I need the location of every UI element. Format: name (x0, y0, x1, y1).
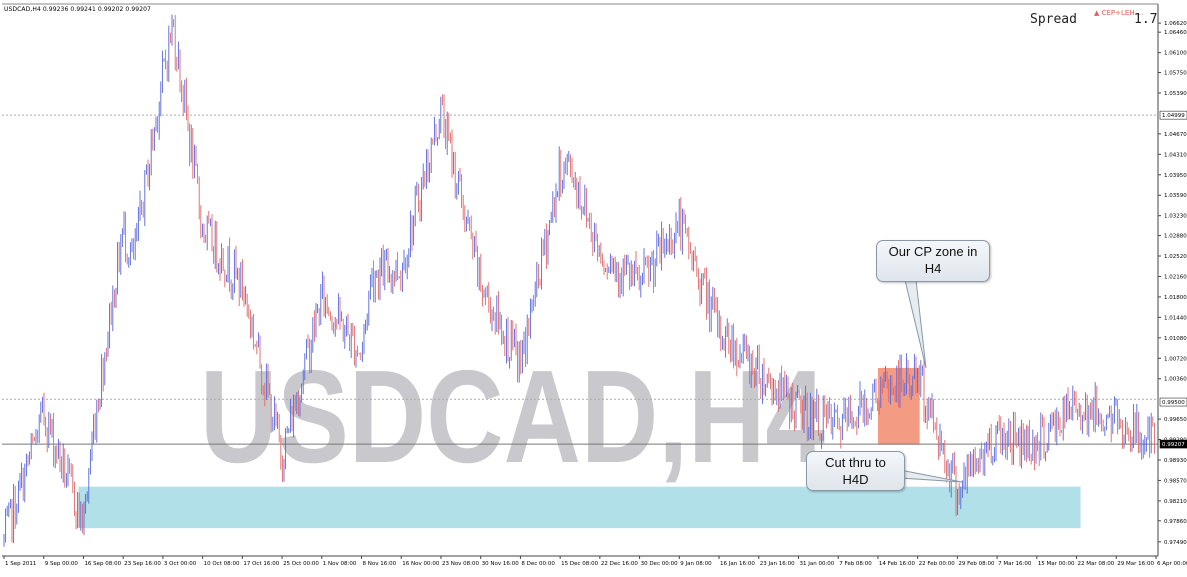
price-tick-label: 1.03230 (1164, 214, 1187, 220)
spread-indicator-tag: ▲ CEP+LEH.... (1094, 9, 1144, 17)
symbol-watermark: USDCAD,H4 (200, 343, 825, 490)
time-tick-label: 23 Nov 08:00 (442, 561, 480, 567)
time-tick-label: 23 Sep 16:00 (124, 561, 161, 567)
price-tick-label: 1.00720 (1164, 356, 1187, 362)
price-tick-label: 1.00360 (1164, 377, 1187, 383)
price-tick-label: 1.03950 (1164, 173, 1187, 179)
time-tick-label: 14 Feb 16:00 (879, 561, 916, 567)
price-label-box (1159, 397, 1187, 407)
time-tick-label: 31 Jan 00:00 (799, 561, 834, 567)
time-tick-label: 7 Mar 16:00 (998, 561, 1032, 567)
time-tick-label: 10 Oct 08:00 (204, 561, 240, 567)
price-tick-label: 0.98210 (1164, 499, 1187, 505)
price-label-box (1159, 110, 1187, 120)
time-tick-label: 9 Jan 08:00 (680, 561, 712, 567)
time-tick-label: 9 Sep 00:00 (45, 561, 79, 567)
time-tick-label: 23 Jan 16:00 (760, 561, 795, 567)
price-tick-label: 1.05750 (1164, 71, 1187, 77)
time-tick-label: 3 Oct 00:00 (164, 561, 197, 567)
price-tick-label: 1.01080 (1164, 336, 1187, 342)
callout-cut-thru: Cut thru to H4D (806, 451, 905, 491)
time-tick-label: 25 Oct 00:00 (283, 561, 319, 567)
time-tick-label: 22 Feb 00:00 (919, 561, 956, 567)
time-tick-label: 16 Nov 00:00 (402, 561, 440, 567)
price-tick-label: 1.03590 (1164, 193, 1187, 199)
callout-cut-thru-line-2: H4D (842, 472, 869, 487)
spread-value: 1.7 (1134, 12, 1158, 27)
price-label-box (1159, 439, 1187, 449)
time-tick-label: 22 Dec 16:00 (601, 561, 638, 567)
callout-cp-zone-line-1: Our CP zone in (888, 244, 978, 259)
price-tick-label: 0.98570 (1164, 478, 1187, 484)
time-tick-label: 15 Dec 08:00 (561, 561, 598, 567)
time-tick-label: 7 Feb 08:00 (839, 561, 872, 567)
time-tick-label: 29 Feb 08:00 (958, 561, 995, 567)
time-tick-label: 8 Nov 16:00 (363, 561, 397, 567)
time-tick-label: 16 Sep 08:00 (84, 561, 121, 567)
price-label: 0.99207 (1162, 442, 1185, 448)
price-tick-label: 1.02160 (1164, 274, 1187, 280)
time-tick-label: 29 Mar 16:00 (1117, 561, 1154, 567)
price-tick-label: 0.99650 (1164, 417, 1187, 423)
price-label: 1.04999 (1162, 113, 1185, 119)
price-tick-label: 1.01800 (1164, 295, 1187, 301)
price-tick-label: 1.06620 (1164, 21, 1187, 27)
spread-label: Spread (1030, 12, 1077, 27)
price-tick-label: 1.04310 (1164, 152, 1187, 158)
time-tick-label: 1 Sep 2011 (5, 561, 36, 567)
support-zone-rect (78, 486, 1081, 529)
price-tick-label: 1.06460 (1164, 30, 1187, 36)
callout-cp-zone: Our CP zone in H4 (876, 240, 990, 282)
price-tick-label: 1.04670 (1164, 132, 1187, 138)
price-tick-label: 0.97490 (1164, 540, 1187, 546)
chart-header-info: USDCAD,H4 0.99236 0.99241 0.99202 0.9920… (4, 6, 151, 13)
price-tick-label: 1.01440 (1164, 315, 1187, 321)
time-tick-label: 1 Nov 08:00 (323, 561, 357, 567)
price-tick-label: 1.06100 (1164, 51, 1187, 57)
price-tick-label: 0.97860 (1164, 519, 1187, 525)
time-tick-label: 15 Mar 00:00 (1038, 561, 1075, 567)
time-tick-label: 30 Nov 16:00 (482, 561, 520, 567)
price-tick-label: 1.02880 (1164, 234, 1187, 240)
callout-cp-zone-line-2: H4 (924, 261, 942, 276)
time-tick-label: 8 Dec 00:00 (521, 561, 555, 567)
price-tick-label: 1.02520 (1164, 254, 1187, 260)
time-tick-label: 16 Jan 16:00 (720, 561, 755, 567)
time-tick-label: 22 Mar 08:00 (1078, 561, 1115, 567)
price-tick-label: 0.98930 (1164, 458, 1187, 464)
callout-cut-thru-line-1: Cut thru to (825, 455, 886, 470)
time-tick-label: 6 Apr 00:00 (1157, 561, 1187, 567)
time-tick-label: 17 Oct 16:00 (243, 561, 279, 567)
price-tick-label: 1.05390 (1164, 91, 1187, 97)
price-label: 0.99500 (1162, 400, 1185, 406)
time-tick-label: 30 Dec 00:00 (641, 561, 678, 567)
